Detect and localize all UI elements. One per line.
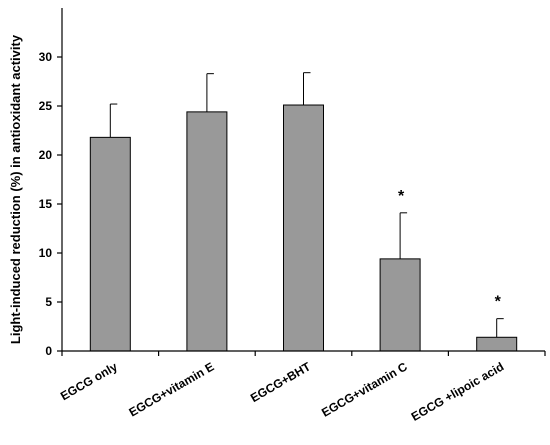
- y-tick-label: 15: [39, 197, 53, 211]
- bar: [476, 336, 518, 352]
- y-tick-label: 10: [39, 246, 53, 260]
- x-category-label: EGCG+BHT: [248, 359, 314, 405]
- x-category-label: EGCG +lipoic acid: [409, 359, 506, 423]
- y-tick-label: 0: [45, 344, 52, 358]
- y-axis-title: Light-induced reduction (%) in antioxida…: [8, 34, 23, 344]
- y-tick-label: 20: [39, 148, 53, 162]
- x-axis-labels: EGCG only EGCG+vitamin E EGCG+BHT EGCG+vita…: [58, 359, 506, 424]
- x-category-label: EGCG only: [58, 359, 120, 403]
- bars-group: [89, 104, 518, 352]
- y-axis-ticks: 0 5 10 15 20 25 30: [39, 50, 546, 358]
- bar: [379, 258, 421, 352]
- y-tick-label: 5: [45, 295, 52, 309]
- x-category-label: EGCG+vitamin E: [127, 359, 217, 419]
- bar: [89, 136, 131, 352]
- bar: [283, 104, 324, 352]
- bar: [186, 111, 228, 352]
- y-tick-label: 30: [39, 50, 53, 64]
- significance-markers: **: [398, 188, 502, 311]
- significance-asterisk: *: [495, 294, 502, 311]
- x-category-label: EGCG+vitamin C: [319, 359, 410, 419]
- significance-asterisk: *: [398, 188, 405, 205]
- y-tick-label: 25: [39, 99, 53, 113]
- error-bars-group: [109, 72, 504, 338]
